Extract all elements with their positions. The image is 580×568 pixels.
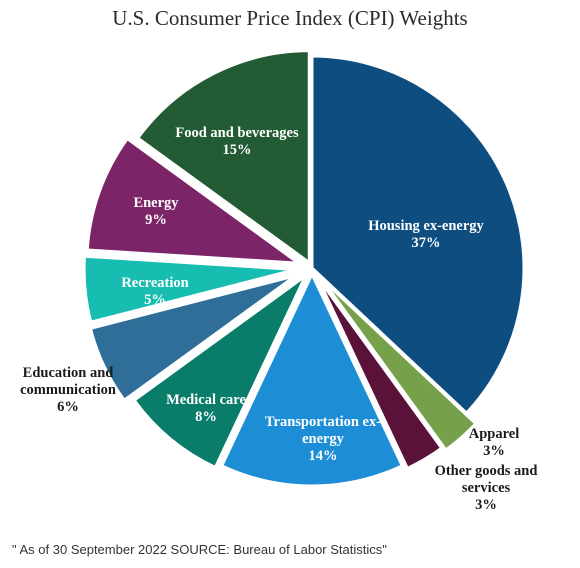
pie-slice-food-and-beverages (135, 49, 311, 266)
chart-title: U.S. Consumer Price Index (CPI) Weights (112, 6, 468, 30)
slice-value-transportation-ex-energy: 14% (309, 448, 338, 464)
slice-name-housing-ex-energy: Housing ex-energy (368, 218, 484, 234)
slice-value-medical-care: 8% (195, 409, 217, 425)
pie-slice-education-and-communication (88, 274, 297, 403)
slice-name-education-and-communication-line-1: Education and (23, 365, 114, 381)
slice-value-energy: 9% (145, 212, 167, 228)
pie-slice-housing-ex-energy (310, 54, 526, 416)
pie-slice-transportation-ex-energy (219, 270, 405, 488)
pie-slice-medical-care (132, 274, 307, 470)
slice-value-food-and-beverages: 15% (223, 142, 252, 158)
source-footnote: " As of 30 September 2022 SOURCE: Bureau… (12, 542, 387, 557)
slice-value-education-and-communication: 6% (57, 399, 79, 415)
pie-slice-energy (85, 136, 304, 266)
slice-name-other-goods-and-services-line-1: Other goods and (435, 463, 538, 479)
slice-name-energy: Energy (133, 195, 179, 211)
slice-name-education-and-communication-line-2: communication (20, 382, 116, 398)
slice-value-recreation: 5% (144, 292, 166, 308)
slice-name-recreation: Recreation (121, 275, 188, 291)
slice-name-other-goods-and-services-line-2: services (462, 480, 511, 496)
slice-value-housing-ex-energy: 37% (412, 235, 441, 251)
pie-slice-recreation (82, 254, 297, 325)
slice-name-apparel: Apparel (469, 426, 520, 442)
pie-slice-other-goods-and-services (315, 275, 444, 471)
pie-slice-apparel (320, 277, 478, 453)
slice-name-medical-care: Medical care (166, 392, 246, 408)
slice-value-other-goods-and-services: 3% (475, 497, 497, 513)
slice-name-transportation-ex-energy-line-2: energy (302, 431, 345, 447)
slice-value-apparel: 3% (483, 443, 505, 459)
slice-name-transportation-ex-energy-line-1: Transportation ex- (265, 414, 381, 430)
slice-name-food-and-beverages: Food and beverages (175, 125, 299, 141)
